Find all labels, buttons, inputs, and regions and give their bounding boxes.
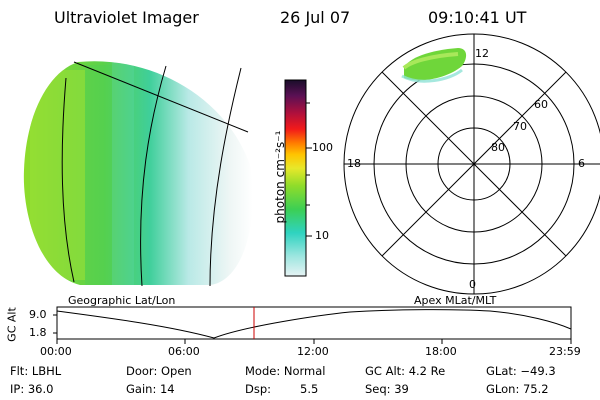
- time-tick-1200: 12:00: [297, 345, 329, 358]
- dsp-value: 5.5: [300, 382, 319, 396]
- time-tick-1800: 18:00: [425, 345, 457, 358]
- mlt-label-0: 0: [469, 278, 476, 291]
- mlt-label-6: 6: [578, 157, 585, 170]
- mlat-label-80: 80: [491, 141, 505, 154]
- polar-plot: [343, 33, 600, 295]
- time-tick-2359: 23:59: [549, 345, 581, 358]
- gc-alt-axis-label: GC Alt: [5, 307, 19, 342]
- apex-label: Apex MLat/MLT: [414, 294, 497, 307]
- gc-alt-readout: GC Alt: 4.2 Re: [365, 364, 446, 378]
- gc-alt-plot: [53, 306, 572, 344]
- colorbar-unit-label: photon cm⁻²s⁻¹: [273, 130, 287, 224]
- colorbar-tick-100: 100: [312, 141, 333, 154]
- dsp-label: Dsp:: [245, 382, 272, 396]
- colorbar-tick-10: 10: [315, 229, 329, 242]
- mlat-label-70: 70: [513, 120, 527, 133]
- gain-readout: Gain: 14: [126, 382, 175, 396]
- gc-alt-tick-9: 9.0: [29, 308, 47, 321]
- time-tick-0600: 06:00: [168, 345, 200, 358]
- glat-readout: GLat: −49.3: [486, 364, 556, 378]
- ip-readout: IP: 36.0: [10, 382, 54, 396]
- header-time: 09:10:41 UT: [428, 8, 527, 27]
- header-date: 26 Jul 07: [280, 8, 351, 27]
- glon-readout: GLon: 75.2: [486, 382, 549, 396]
- time-tick-0000: 00:00: [40, 345, 72, 358]
- mode-readout: Mode: Normal: [245, 364, 326, 378]
- mlt-label-18: 18: [347, 157, 361, 170]
- filter-readout: Flt: LBHL: [10, 364, 62, 378]
- mlt-label-12: 12: [475, 47, 489, 60]
- mlat-label-60: 60: [534, 98, 548, 111]
- app-title: Ultraviolet Imager: [54, 8, 199, 27]
- door-readout: Door: Open: [126, 364, 192, 378]
- geographic-label: Geographic Lat/Lon: [68, 294, 176, 307]
- colorbar: [284, 79, 312, 277]
- gc-alt-tick-1-8: 1.8: [29, 326, 47, 339]
- geographic-image: [23, 61, 253, 286]
- seq-readout: Seq: 39: [365, 382, 409, 396]
- polar-aurora: [401, 48, 467, 83]
